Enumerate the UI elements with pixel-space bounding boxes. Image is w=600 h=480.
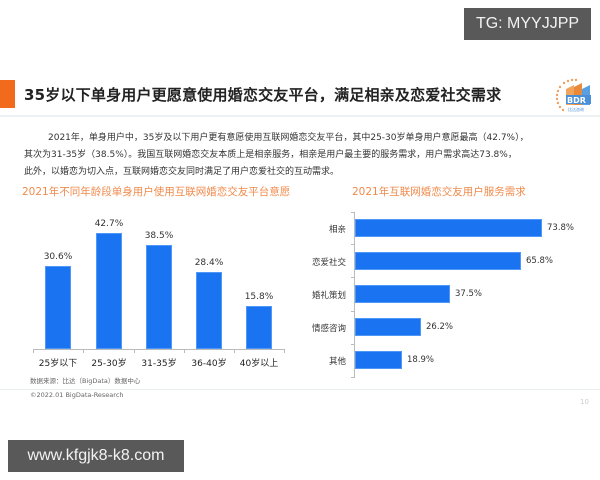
right-chart-title: 2021年互联网婚恋交友用户服务需求 xyxy=(352,186,526,198)
paragraph-line-1: 2021年，单身用户中，35岁及以下用户更有意愿使用互联网婚恋交友平台，其中25… xyxy=(48,133,529,143)
axis-tick xyxy=(33,349,34,353)
axis-tick xyxy=(184,349,185,353)
watermark-url: www.kfgjk8-k8.com xyxy=(8,440,184,472)
paragraph-line-3: 此外，以婚恋为切入点，互联网婚恋交友同时满足了用户恋爱社交的互动需求。 xyxy=(24,167,340,177)
axis-tick xyxy=(134,349,135,353)
bar-emotional-counseling xyxy=(355,318,421,336)
axis-tick xyxy=(83,349,84,353)
value-label: 38.5% xyxy=(144,231,174,241)
category-label: 恋爱社交 xyxy=(311,258,346,268)
svg-text:比达咨询: 比达咨询 xyxy=(568,106,584,112)
category-label: 40岁以上 xyxy=(239,359,279,369)
value-label: 30.6% xyxy=(43,252,73,262)
bar-over-40 xyxy=(246,306,272,349)
value-label: 73.8% xyxy=(547,223,575,233)
category-label: 其他 xyxy=(328,357,346,367)
page-number: 10 xyxy=(580,398,589,406)
axis-tick xyxy=(351,344,355,345)
category-label: 25岁以下 xyxy=(38,359,78,369)
value-label: 28.4% xyxy=(194,258,224,268)
left-chart-title: 2021年不同年龄段单身用户使用互联网婚恋交友平台意愿 xyxy=(22,186,291,198)
category-label: 情感咨询 xyxy=(311,324,346,334)
axis-tick xyxy=(234,349,235,353)
bar-36-40 xyxy=(196,272,222,349)
axis-tick xyxy=(351,212,355,213)
category-label: 相亲 xyxy=(328,225,346,235)
watermark-tg: TG: MYYJJPP xyxy=(464,8,591,40)
copyright: ©2022.01 BigData-Research xyxy=(30,391,124,399)
bar-25-30 xyxy=(96,233,122,349)
header-divider xyxy=(0,115,600,117)
svg-text:BDR: BDR xyxy=(567,96,586,105)
page-title: 35岁以下单身用户更愿意使用婚恋交友平台，满足相亲及恋爱社交需求 xyxy=(24,86,502,104)
category-label: 婚礼策划 xyxy=(311,291,346,301)
category-label: 31-35岁 xyxy=(141,359,177,369)
summary-paragraph: 2021年，单身用户中，35岁及以下用户更有意愿使用互联网婚恋交友平台，其中25… xyxy=(24,130,584,181)
title-accent-bar xyxy=(0,80,15,108)
bar-31-35 xyxy=(146,245,172,349)
bar-other xyxy=(355,351,402,369)
value-label: 15.8% xyxy=(244,292,274,302)
value-label: 42.7% xyxy=(94,219,124,229)
bar-blind-date xyxy=(355,219,542,237)
bar-dating-social xyxy=(355,252,521,270)
value-label: 37.5% xyxy=(455,289,483,299)
value-label: 65.8% xyxy=(526,256,554,266)
bar-wedding-planning xyxy=(355,285,450,303)
category-label: 25-30岁 xyxy=(91,359,127,369)
x-axis xyxy=(33,349,285,350)
axis-tick xyxy=(351,277,355,278)
paragraph-line-2: 其次为31-35岁（38.5%）。我国互联网婚恋交友本质上是相亲服务，相亲是用户… xyxy=(24,150,517,160)
bdr-logo: BDR 比达咨询 xyxy=(552,75,594,115)
axis-tick xyxy=(351,377,355,378)
value-label: 26.2% xyxy=(426,322,454,332)
axis-tick xyxy=(351,244,355,245)
axis-tick xyxy=(351,311,355,312)
bar-under-25 xyxy=(45,266,71,349)
footer-divider xyxy=(0,389,600,390)
y-axis xyxy=(354,212,355,378)
axis-tick xyxy=(284,349,285,353)
value-label: 18.9% xyxy=(407,355,435,365)
category-label: 36-40岁 xyxy=(191,359,227,369)
data-source: 数据来源：比达（BigData）数据中心 xyxy=(30,377,141,385)
